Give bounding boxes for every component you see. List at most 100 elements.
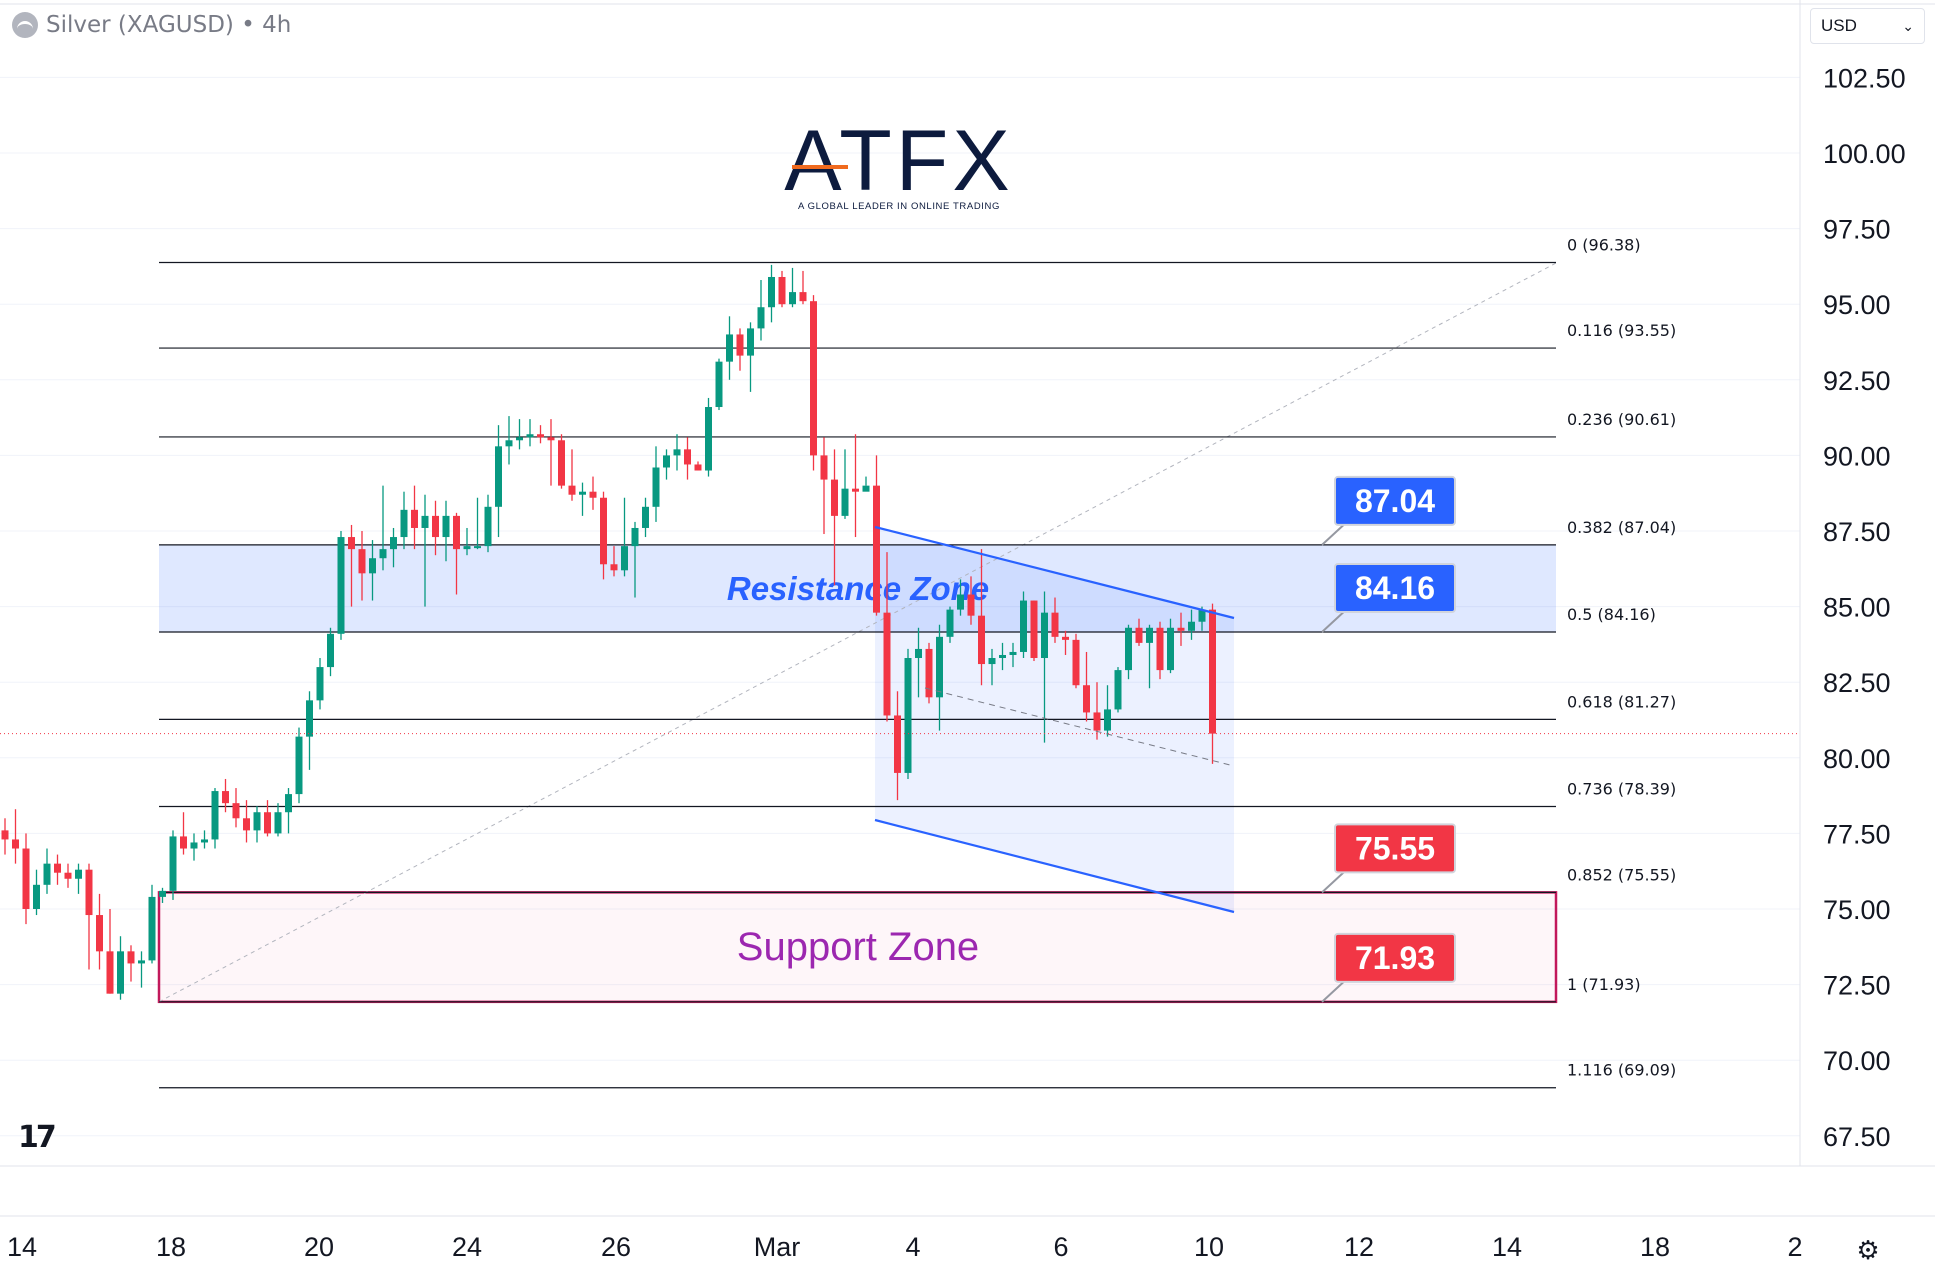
price-tick-label: 67.50 [1823,1122,1891,1152]
candle [810,295,817,471]
candle [1062,630,1069,655]
candle-body [505,440,513,447]
candle [12,809,19,864]
silver-symbol-icon [12,12,38,38]
candle [579,482,586,516]
fib-level-label: 0.852 (75.55) [1567,865,1676,884]
candle [967,576,975,625]
candle-body [705,407,712,471]
candle-body [337,537,345,634]
candle-body [1093,712,1101,731]
time-tick-label: 18 [156,1232,186,1262]
price-tag-box [1334,932,1456,983]
candle-body [957,594,964,610]
candle-body [621,546,628,571]
candle [463,527,471,556]
candle-body [715,361,723,408]
candle-body [673,449,681,456]
currency-select[interactable]: USD ⌄ [1810,8,1925,44]
candle-body [789,292,796,305]
candle-body [495,446,502,507]
candle-body [285,794,292,813]
tradingview-logo-icon[interactable]: 17 [18,1120,57,1155]
price-tick-label: 72.50 [1823,971,1891,1001]
candle-body [1051,612,1059,637]
candle [978,549,985,686]
price-tag-text: 75.55 [1355,830,1435,866]
candle [1114,667,1122,713]
candle [999,642,1006,671]
price-tick-label: 92.50 [1823,366,1891,396]
price-tick-label: 85.00 [1823,593,1891,623]
candle-body [757,307,765,329]
candle-body [138,960,145,964]
candle-body [1177,627,1185,631]
candle [285,788,292,834]
candle-body [1209,609,1216,734]
candle [715,358,723,411]
fib-level-label: 0.236 (90.61) [1567,410,1676,429]
candle [43,848,51,894]
price-tick-label: 80.00 [1823,744,1891,774]
candle [495,425,502,538]
candle-body [148,896,156,961]
candle [348,524,355,607]
candle [747,322,754,392]
fib-level-label: 0.5 (84.16) [1567,605,1656,624]
candle [138,951,145,988]
candle [925,642,933,704]
candle [253,806,261,843]
candle-body [117,951,124,994]
logo-wordmark: ATFX [784,113,1013,209]
candle [673,434,681,471]
candle [526,419,534,447]
candle-body [190,842,198,849]
candle [946,606,954,643]
symbol-header[interactable]: Silver (XAGUSD) • 4h [12,10,291,40]
candle-body [390,537,397,550]
candle-body [631,527,639,547]
candle-body [64,872,72,879]
candle [75,863,82,894]
candle [537,425,544,444]
candle [22,833,30,925]
price-tick-label: 95.00 [1823,290,1891,320]
candle-body [778,276,786,305]
candle-body [1104,709,1111,731]
price-tick-label: 82.50 [1823,668,1891,698]
settings-icon[interactable]: ⚙ [1856,1235,1880,1265]
candle-body [222,791,229,804]
candle [642,497,649,538]
candle [894,691,901,801]
candle [159,887,166,903]
candle-body [558,440,565,486]
price-tick-label: 90.00 [1823,441,1891,471]
candle [1167,618,1174,674]
logo-tagline: A GLOBAL LEADER IN ONLINE TRADING [798,201,1000,212]
grid [0,76,1800,1137]
candle-body [253,812,261,831]
candle-body [694,464,702,471]
candle [726,316,733,380]
candle [117,936,124,1000]
candle-body [1,830,9,840]
candle [337,531,345,640]
candle [610,546,618,577]
candle-body [96,915,103,952]
candle [831,449,838,586]
candle [852,434,859,538]
candle [568,449,576,501]
candle [547,419,555,486]
candle-body [1020,600,1027,652]
candle [180,812,187,855]
candle [652,446,660,522]
candle [1135,618,1143,646]
time-tick-label: Mar [754,1232,801,1262]
candle-body [432,515,439,538]
candle [1156,621,1164,680]
price-tag: 71.93 [1321,932,1456,1003]
candle [274,803,282,837]
channel-mid-line [924,687,1235,767]
candle-body [306,700,313,737]
